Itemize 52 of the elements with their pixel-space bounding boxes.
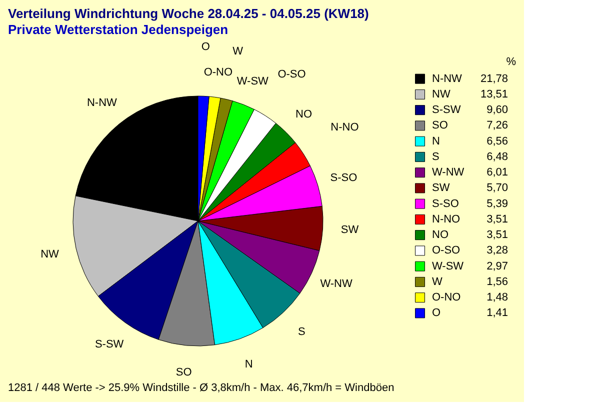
- category-label: W: [232, 46, 243, 58]
- slice-label: N-NW: [86, 97, 118, 110]
- data-label: 7,26: [486, 120, 508, 132]
- category-label: O: [201, 41, 210, 54]
- legend-label: S-SO: [432, 198, 460, 210]
- legend-label: O-NO: [432, 292, 462, 304]
- slice-label: O-NO: [204, 66, 233, 78]
- legend-label: O: [432, 307, 441, 320]
- slice-label: N-NO: [330, 121, 360, 134]
- legend-label: NO: [432, 229, 449, 242]
- data-label: 1,41: [486, 307, 508, 320]
- slice-label: S-SW: [94, 338, 124, 350]
- slice-label: S-SO: [330, 172, 358, 184]
- data-label: 3,51: [486, 229, 508, 242]
- legend-label: N-NW: [432, 72, 463, 85]
- data-label: 6,01: [486, 166, 508, 179]
- slice-label: O-SO: [278, 68, 306, 80]
- data-label: 3,51: [486, 213, 508, 226]
- legend-label: S: [432, 150, 440, 163]
- data-label: 1,56: [486, 276, 508, 288]
- data-label: 21,78: [480, 72, 508, 85]
- slice-label: SW: [340, 224, 360, 236]
- legend-label: N: [432, 135, 440, 148]
- slice-label: S: [298, 326, 306, 338]
- data-label: 1,48: [486, 292, 508, 304]
- chart-title: Verteilung Windrichtung Woche 28.04.25 - 04.05.25 (KW18): [8, 6, 369, 22]
- slice-label: N: [244, 358, 253, 370]
- slice-label: W-SW: [236, 75, 270, 88]
- data-label: 5,70: [486, 182, 508, 194]
- legend-label: W-SW: [432, 260, 464, 272]
- legend-label: S-SW: [432, 104, 462, 116]
- legend-label: SW: [432, 182, 450, 194]
- slice-label: NO: [296, 108, 312, 121]
- data-label: 13,51: [480, 88, 508, 100]
- chart-subtitle: Private Wetterstation Jedenspeigen: [8, 22, 228, 38]
- text: 1281 / 448 Werte -> 25.9% Windstille - Ø 3,8km/h - Max. 46,7km/h = Windböen: [8, 382, 394, 394]
- legend-label: NW: [432, 88, 451, 100]
- legend-label: N-NO: [432, 213, 461, 226]
- slice-label: W-NW: [320, 278, 353, 290]
- data-label: 3,28: [486, 244, 508, 257]
- legend-title: %: [506, 56, 516, 68]
- slice-label: NW: [40, 248, 60, 260]
- slice-label: SO: [176, 366, 192, 378]
- data-label: 5,39: [486, 198, 508, 210]
- data-label: 2,97: [486, 260, 508, 272]
- data-label: 9,60: [486, 104, 508, 116]
- legend-label: SO: [432, 120, 448, 132]
- legend-label: W: [432, 276, 443, 288]
- data-label: 6,56: [486, 135, 508, 148]
- legend-label: O-SO: [432, 244, 461, 257]
- data-label: 6,48: [486, 150, 508, 163]
- legend-label: W-NW: [432, 166, 465, 179]
